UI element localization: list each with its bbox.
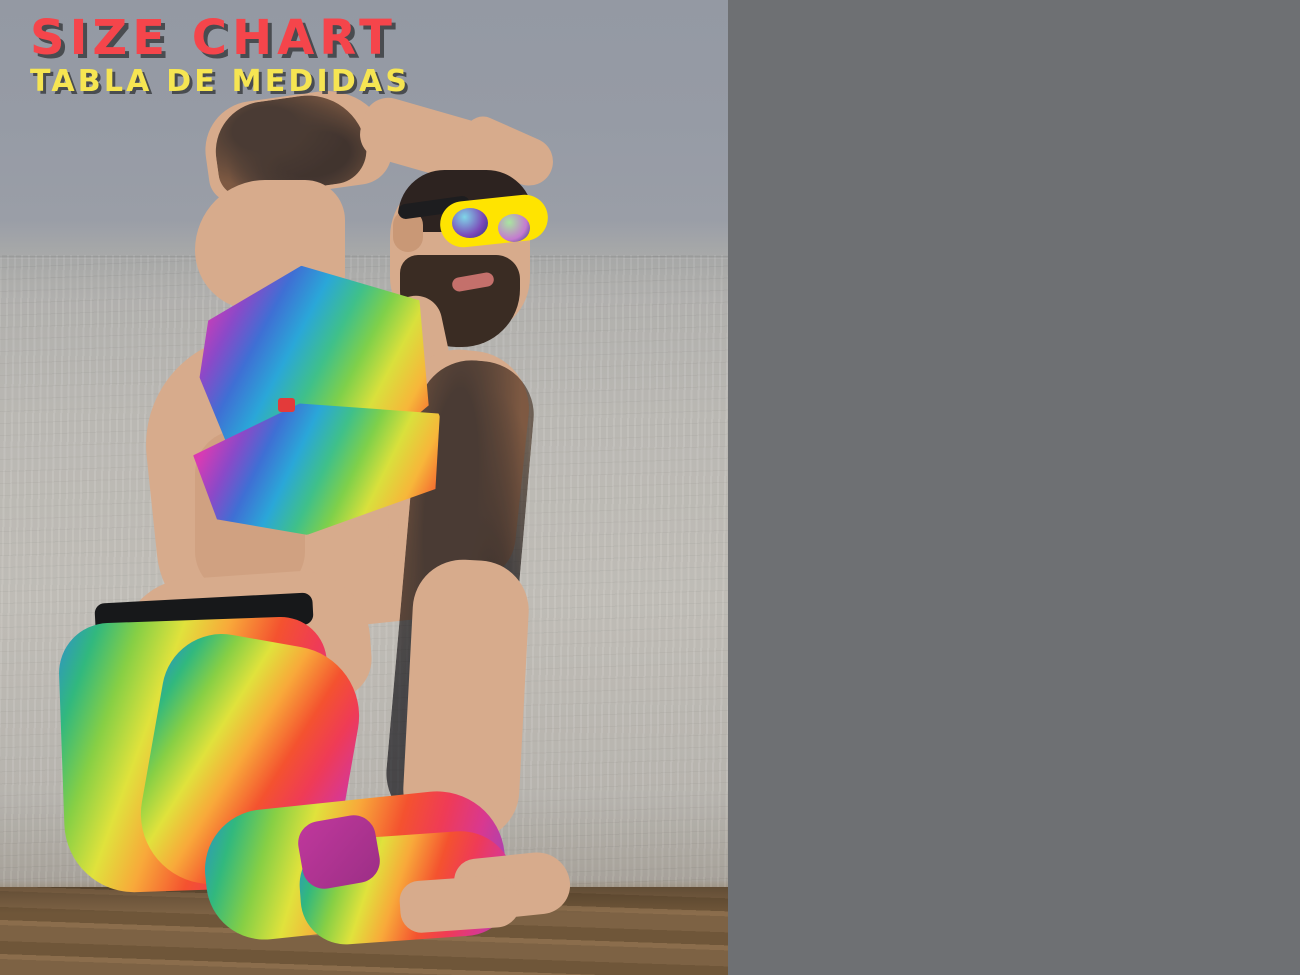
model-photo xyxy=(0,0,728,975)
page-title: SIZE CHART xyxy=(30,10,397,66)
page-subtitle: TABLA DE MEDIDAS xyxy=(30,64,411,99)
model-figure xyxy=(57,82,573,948)
title-block: SIZE CHART TABLA DE MEDIDAS xyxy=(30,14,410,97)
wall-seam xyxy=(0,256,728,259)
right-panel: SIZE WAIST S 28-30″ 71/76 cm xyxy=(728,0,1300,975)
